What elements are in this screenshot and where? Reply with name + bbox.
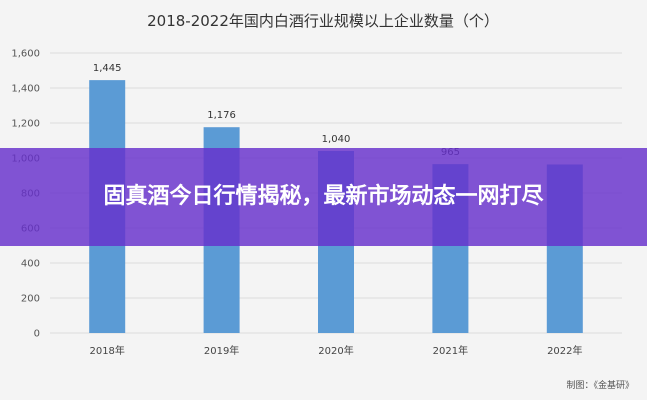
bar-value-label: 1,445 — [93, 63, 122, 74]
x-category-label: 2022年 — [547, 344, 582, 357]
x-category-label: 2019年 — [204, 344, 239, 357]
x-axis-labels: 2018年 2019年 2020年 2021年 2022年 — [89, 344, 582, 357]
x-category-label: 2021年 — [433, 344, 468, 357]
bar-value-label: 1,040 — [322, 134, 351, 145]
y-tick-label: 0 — [34, 329, 40, 340]
chart-title: 2018-2022年国内白酒行业规模以上企业数量（个） — [147, 12, 499, 30]
headline-banner: 固真酒今日行情揭秘，最新市场动态一网打尽 — [0, 148, 647, 246]
x-category-label: 2018年 — [89, 344, 124, 357]
y-tick-label: 1,400 — [11, 84, 40, 95]
chart-source: 制图：《金基研》 — [566, 379, 634, 391]
headline-text: 固真酒今日行情揭秘，最新市场动态一网打尽 — [103, 184, 544, 209]
y-tick-label: 1,600 — [11, 49, 40, 60]
y-tick-label: 1,200 — [11, 119, 40, 130]
x-category-label: 2020年 — [318, 344, 353, 357]
bar-value-label: 1,176 — [207, 110, 236, 121]
y-tick-label: 200 — [21, 294, 40, 305]
y-tick-label: 400 — [21, 259, 40, 270]
